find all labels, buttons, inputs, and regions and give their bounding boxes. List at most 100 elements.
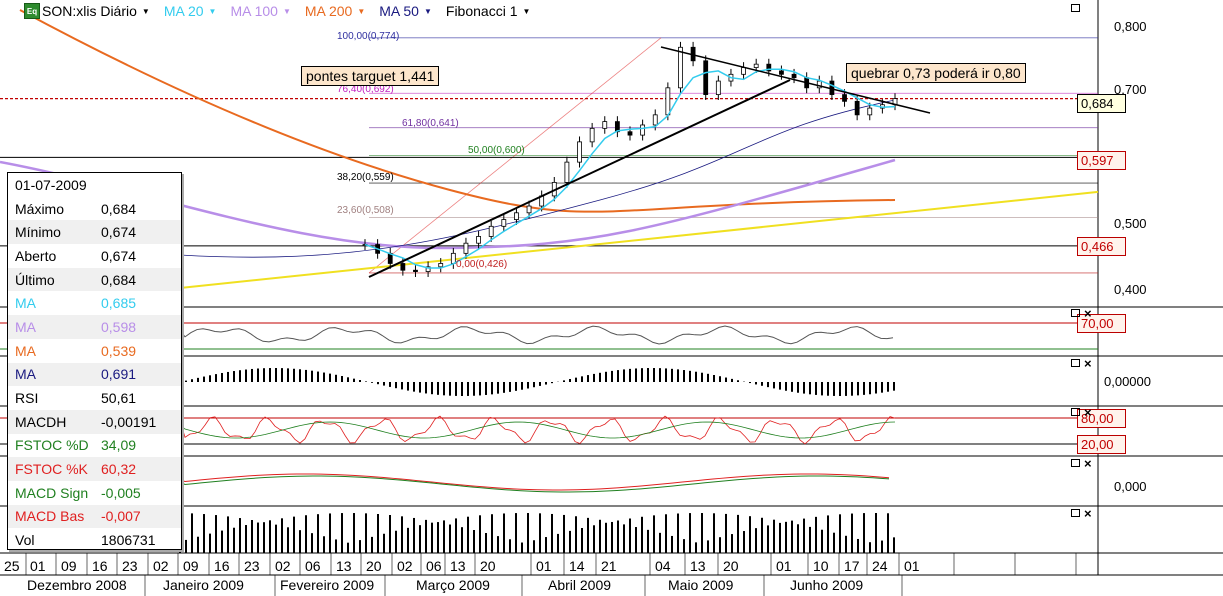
data-row-label: FSTOC %K — [15, 461, 88, 478]
fstoc-k-line — [179, 415, 896, 445]
fib-label-76: 76,40(0,692) — [337, 84, 394, 95]
data-row-label: MACDH — [15, 413, 67, 430]
month-label: Abril 2009 — [548, 577, 612, 593]
date-tick-label: 09 — [183, 558, 199, 574]
date-tick-label: 01 — [536, 558, 552, 574]
date-tick-label: 06 — [426, 558, 442, 574]
data-row: MA 0,691 — [8, 362, 181, 387]
ma200-menu[interactable]: MA 200 ▼ — [305, 3, 365, 19]
data-row: Vol 1806731 — [8, 528, 181, 552]
fib-label-0: 0,00(0,426) — [456, 259, 508, 270]
date-tick-label: 16 — [214, 558, 230, 574]
candle-body — [854, 100, 860, 116]
data-row: Aberto 0,674 — [8, 244, 181, 268]
candle-body — [450, 252, 456, 264]
caret-down-icon: ▼ — [141, 6, 150, 16]
date-tick-label: 09 — [61, 558, 77, 574]
candle-body — [627, 131, 633, 136]
data-row: MA 0,685 — [8, 291, 181, 315]
maximize-icon[interactable] — [1071, 459, 1080, 467]
candle-body — [501, 219, 507, 227]
data-row: MACDH -0,00191 — [8, 409, 181, 434]
data-row-value: 50,61 — [101, 390, 137, 407]
data-row-label: Aberto — [15, 247, 57, 264]
date-tick-label: 17 — [844, 558, 860, 574]
candle-body — [463, 242, 469, 254]
close-icon[interactable]: × — [1084, 456, 1092, 471]
data-row: Máximo 0,684 — [8, 197, 181, 221]
close-icon[interactable]: × — [1084, 356, 1092, 371]
ma20-label: MA 20 — [163, 3, 204, 19]
data-date-row: 01-07-2009 — [8, 173, 181, 197]
date-tick-label: 06 — [305, 558, 321, 574]
maximize-icon[interactable] — [1071, 4, 1080, 12]
data-date: 01-07-2009 — [15, 176, 87, 193]
candle-body — [652, 114, 658, 126]
close-icon[interactable]: × — [1084, 506, 1092, 521]
candle-body — [753, 63, 759, 68]
data-row-label: MA — [15, 366, 36, 383]
candle-body — [400, 263, 406, 271]
data-row-label: MA — [15, 318, 36, 335]
date-tick-label: 01 — [776, 558, 792, 574]
candle-body — [766, 63, 772, 72]
date-tick-label: 16 — [92, 558, 108, 574]
price-level-tag: 0,597 — [1077, 151, 1126, 170]
data-row: Último 0,684 — [8, 267, 181, 292]
ma100-menu[interactable]: MA 100 ▼ — [230, 3, 290, 19]
date-tick-label: 23 — [244, 558, 260, 574]
maximize-icon[interactable] — [1071, 509, 1080, 517]
data-row-label: MACD Sign — [15, 484, 89, 501]
target-annotation[interactable]: pontes targuet 1,441 — [301, 66, 440, 86]
price-level-tag: 0,466 — [1077, 237, 1126, 256]
fibonacci-label: Fibonacci 1 — [445, 3, 518, 19]
fibonacci-menu[interactable]: Fibonacci 1 ▼ — [446, 3, 531, 19]
data-row-value: 0,539 — [101, 342, 137, 359]
data-row-value: 0,674 — [101, 247, 137, 264]
close-icon[interactable]: × — [1084, 306, 1092, 321]
maximize-icon[interactable] — [1071, 309, 1080, 317]
caret-down-icon: ▼ — [357, 6, 366, 16]
candle-body — [438, 263, 444, 268]
main-panel-controls — [1071, 4, 1097, 16]
date-tick-label: 25 — [4, 558, 20, 574]
price-axis-label: 0,700 — [1114, 82, 1147, 97]
ma100-label: MA 100 — [230, 3, 278, 19]
fib-label-50: 50,00(0,600) — [468, 145, 525, 156]
instrument-menu[interactable]: SON:xlis Diário ▼ — [42, 3, 150, 19]
maximize-icon[interactable] — [1071, 408, 1080, 416]
caret-down-icon: ▼ — [522, 6, 531, 16]
fstoc-d-line — [179, 421, 896, 439]
data-row-value: 1806731 — [101, 532, 156, 549]
candle-body — [741, 67, 746, 75]
date-tick-label: 23 — [122, 558, 138, 574]
caret-down-icon: ▼ — [282, 6, 291, 16]
month-label: Janeiro 2009 — [163, 577, 244, 593]
month-label: Dezembro 2008 — [27, 577, 127, 593]
caret-down-icon: ▼ — [208, 6, 217, 16]
macd-zero-label: 0,000 — [1114, 479, 1147, 494]
macd-signal-line — [179, 475, 890, 493]
data-row: MA 0,539 — [8, 339, 181, 363]
macdh-panel-controls: × — [1071, 356, 1097, 371]
ma50-menu[interactable]: MA 50 ▼ — [379, 3, 432, 19]
date-tick-label: 13 — [336, 558, 352, 574]
date-tick-label: 02 — [153, 558, 169, 574]
maximize-icon[interactable] — [1071, 359, 1080, 367]
month-label: Maio 2009 — [668, 577, 734, 593]
data-row-value: 0,684 — [101, 271, 137, 288]
data-row-value: 0,674 — [101, 224, 137, 241]
close-icon[interactable]: × — [1084, 405, 1092, 420]
ma200-label: MA 200 — [304, 3, 353, 19]
data-row-label: MA — [15, 342, 36, 359]
candle-body — [665, 87, 671, 116]
data-row: Mínimo 0,674 — [8, 220, 181, 245]
breakout-annotation[interactable]: quebrar 0,73 poderá ir 0,80 — [846, 63, 1026, 83]
macd-base-line — [179, 473, 890, 491]
month-label: Junho 2009 — [790, 577, 864, 593]
candle-body — [425, 266, 431, 272]
ma20-menu[interactable]: MA 20 ▼ — [164, 3, 217, 19]
fib-label-23: 23,60(0,508) — [337, 205, 394, 216]
rsi-level-tag: 70,00 — [1077, 314, 1126, 333]
